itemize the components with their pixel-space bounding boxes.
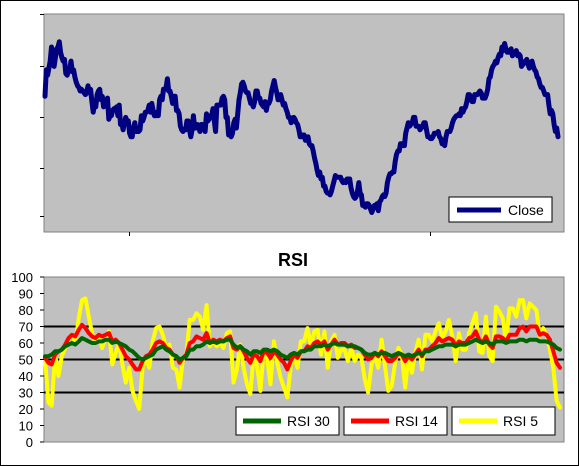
close-line xyxy=(42,39,561,215)
y-tick-label: 40 xyxy=(19,369,33,384)
rsi5-line xyxy=(43,296,562,411)
y-tick-label: 70 xyxy=(19,320,33,335)
y-tick-label: 10 xyxy=(19,419,33,434)
y-tick-label: 90 xyxy=(19,287,33,302)
y-tick-label: 100 xyxy=(11,270,33,285)
close-series-layer xyxy=(42,39,561,215)
rsi-legend: RSI 30 RSI 14 RSI 5 xyxy=(235,406,556,436)
rsi30-line xyxy=(43,336,562,362)
y-tick-label: 80 xyxy=(19,303,33,318)
y-tick-label: 20 xyxy=(19,402,33,417)
close-legend: Close xyxy=(448,196,553,223)
rsi14-legend-label: RSI 14 xyxy=(395,413,438,429)
rsi30-legend-label: RSI 30 xyxy=(287,413,330,429)
close-chart: Close xyxy=(40,13,565,236)
y-tick-label: 50 xyxy=(19,353,33,368)
y-tick-label: 0 xyxy=(26,435,33,450)
rsi5-legend-label: RSI 5 xyxy=(503,413,538,429)
rsi-chart-title: RSI xyxy=(278,250,308,270)
y-tick-label: 30 xyxy=(19,386,33,401)
close-legend-label: Close xyxy=(508,202,544,218)
y-tick-label: 60 xyxy=(19,336,33,351)
close-axis-ticks xyxy=(40,14,431,236)
rsi-series-layer xyxy=(43,296,562,411)
